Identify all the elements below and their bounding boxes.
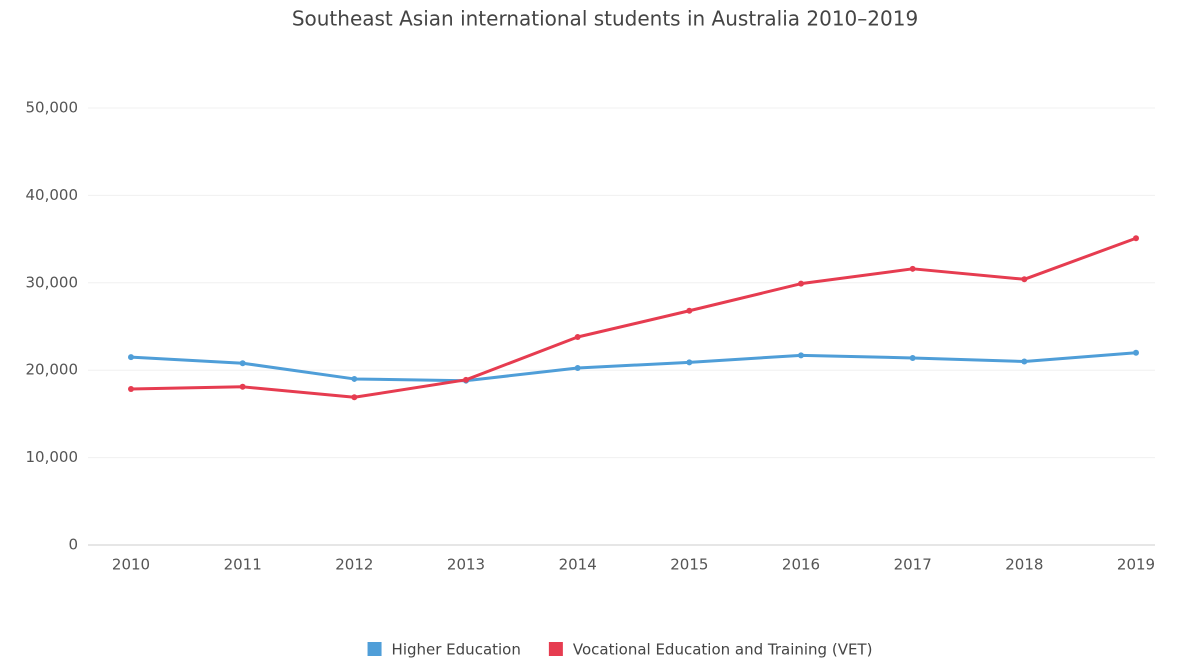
x-tick-label: 2011 [224,556,262,574]
x-tick-label: 2012 [335,556,373,574]
data-point [798,280,804,287]
data-point [239,383,246,390]
data-point [1021,276,1028,283]
data-point [463,376,469,383]
data-point [351,394,358,401]
x-tick-label: 2018 [1005,556,1043,574]
data-point [1133,235,1139,242]
y-tick-label: 30,000 [26,273,79,291]
series-line [130,236,1137,399]
data-point [574,365,581,372]
series-line [130,351,1137,383]
x-tick-label: 2019 [1117,556,1155,574]
y-tick-label: 10,000 [26,448,79,466]
legend-swatch [548,642,563,656]
data-point [909,265,916,272]
data-point [686,359,693,366]
data-point [574,333,581,340]
chart-title: Southeast Asian international students i… [292,7,918,31]
legend-text: Vocational Education and Training (VET) [573,641,873,659]
x-tick-label: 2010 [112,556,150,574]
x-tick-label: 2015 [670,556,708,574]
data-point [909,354,916,361]
data-point [128,354,134,361]
legend-text: Higher Education [392,641,521,659]
data-point [239,360,246,367]
data-point [128,385,134,392]
legend: Higher Education Vocational Education and… [367,641,873,659]
y-tick-label: 0 [68,536,78,554]
x-tick-label: 2017 [894,556,932,574]
y-tick-label: 50,000 [26,99,79,117]
legend-swatch [367,642,382,656]
data-point [1021,358,1028,365]
y-tick-label: 20,000 [26,361,79,379]
x-tick-label: 2016 [782,556,820,574]
x-tick-label: 2014 [559,556,597,574]
data-point [1133,349,1139,356]
data-point [351,375,358,382]
data-point [686,307,693,314]
data-point [798,352,804,359]
x-tick-label: 2013 [447,556,485,574]
y-tick-label: 40,000 [26,186,79,204]
